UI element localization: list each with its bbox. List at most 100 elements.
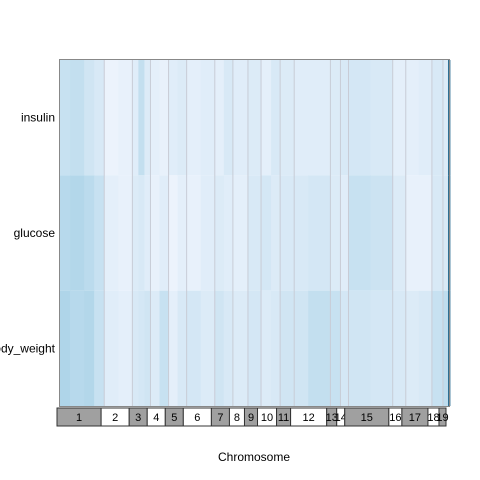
heatmap-cell-glucose-chr12 [294,175,309,291]
chromosome-label: 12 [303,412,315,424]
heatmap-cell-glucose-chr6 [200,175,216,291]
heatmap-cell-body_weight-chr4 [150,290,160,406]
heatmap-cell-insulin-chr17 [418,60,433,176]
heatmap-cell-body_weight-chr16 [392,290,407,406]
heatmap-cell-insulin-chr8 [232,60,249,176]
heatmap-cells [60,60,451,406]
heatmap-cell-insulin-chr10 [261,60,272,176]
heatmap-cell-body_weight-chr6 [186,290,202,406]
heatmap-cell-insulin-chr1 [70,60,85,176]
heatmap-cell-body_weight-chr15 [370,290,394,406]
heatmap-cell-insulin-chr13 [330,60,341,176]
heatmap-cell-body_weight-chr5 [177,290,188,406]
heatmap-cell-body_weight-chr17 [418,290,433,406]
heatmap-cell-insulin-chr14 [340,60,349,176]
chromosome-label: 4 [153,412,159,424]
heatmap-cell-glucose-chr2 [118,175,133,291]
heatmap-cell-body_weight-chr5 [168,290,179,406]
heatmap-cell-body_weight-chr12 [308,290,331,406]
heatmap-cell-insulin-chr19 [442,60,449,176]
chromosome-label: 3 [135,412,141,424]
heatmap-cell-body_weight-chr13 [330,290,341,406]
heatmap-cell-insulin-chr3 [138,60,145,176]
heatmap-cell-glucose-chr1 [84,175,95,291]
heatmap-cell-glucose-chr18 [431,175,444,291]
heatmap-cell-body_weight-chr9 [247,290,262,406]
heatmap-cell-insulin-chr4 [150,60,160,176]
heatmap-cell-body_weight-chr19 [442,290,449,406]
chromosome-label: 5 [171,412,177,424]
chromosome-label: 9 [248,412,254,424]
heatmap-cell-glucose-chr17 [405,175,420,291]
chromosome-label: 14 [335,412,347,424]
chromosome-label: 19 [436,412,448,424]
heatmap-cell-insulin-chr5 [168,60,179,176]
heatmap-cell-insulin-chr18 [431,60,444,176]
heatmap-cell-glucose-chr17 [418,175,433,291]
heatmap-cell-body_weight-chr7 [223,290,234,406]
heatmap-cell-glucose-chr1 [60,175,71,291]
heatmap-cell-body_weight-chr7 [214,290,225,406]
heatmap-cell-body_weight-chr2 [118,290,133,406]
heatmap-cell-insulin-chr7 [223,60,234,176]
heatmap-cell-glucose-chr1 [94,175,105,291]
heatmap-cell-body_weight-chr3 [132,290,139,406]
heatmap-cell-insulin-chr4 [159,60,169,176]
heatmap-cell-glucose-chr2 [104,175,119,291]
heatmap-cell-insulin-chr1 [60,60,71,176]
heatmap-cell-body_weight-chr1 [60,290,71,406]
chromosome-label: 15 [361,412,373,424]
heatmap-cell-body_weight-chr12 [294,290,309,406]
heatmap-cell-glucose-chr6 [186,175,202,291]
heatmap-cell-glucose-chr7 [214,175,225,291]
heatmap-cell-glucose-chr9 [247,175,262,291]
heatmap-cell-body_weight-chr10 [261,290,272,406]
row-label-glucose: glucose [14,226,56,240]
heatmap-cell-insulin-chr12 [294,60,309,176]
heatmap-cell-body_weight-chr1 [94,290,105,406]
heatmap-cell-body_weight-chr10 [271,290,281,406]
heatmap-cell-glucose-chr8 [232,175,249,291]
heatmap-cell-glucose-chr19 [442,175,449,291]
chromosome-label: 11 [278,412,289,424]
heatmap-cell-insulin-chr17 [405,60,420,176]
chromosome-label: 16 [389,412,401,424]
chromosome-label: 13 [326,412,338,424]
heatmap-cell-glucose-chr4 [150,175,160,291]
heatmap-cell-insulin-chr15 [348,60,371,176]
chromosome-label: 17 [409,412,421,424]
heatmap-cell-body_weight-chr1 [70,290,85,406]
heatmap-cell-insulin-chr7 [214,60,225,176]
chromosome-label: 10 [261,412,273,424]
heatmap-cell-glucose-chr10 [271,175,281,291]
heatmap-cell-body_weight-chr8 [232,290,249,406]
heatmap-cell-glucose-chr3 [144,175,151,291]
heatmap-cell-glucose-chr3 [132,175,139,291]
row-label-insulin: insulin [21,111,55,125]
heatmap-cell-insulin-chr3 [132,60,139,176]
heatmap-cell-glucose-chr4 [159,175,169,291]
heatmap-cell-glucose-chr13 [330,175,341,291]
heatmap-cell-glucose-chr15 [370,175,394,291]
heatmap-cell-insulin-chr9 [247,60,262,176]
heatmap-cell-glucose-chr5 [177,175,188,291]
heatmap-cell-insulin-chr3 [144,60,151,176]
chromosome-label: 6 [194,412,200,424]
heatmap-cell-insulin-chr11 [280,60,295,176]
plot-frame [59,59,450,407]
heatmap-cell-body_weight-chr6 [200,290,216,406]
heatmap-cell-insulin-chr12 [308,60,331,176]
heatmap-cell-insulin-chr6 [186,60,202,176]
chromosome-label: 7 [217,412,223,424]
row-labels: insulin glucose body_weight [0,111,56,356]
heatmap-cell-body_weight-chr3 [144,290,151,406]
chromosome-label: 8 [234,412,240,424]
heatmap-cell-glucose-chr10 [261,175,272,291]
row-label-body_weight: body_weight [0,341,56,355]
heatmap-cell-body_weight-chr14 [340,290,349,406]
heatmap-cell-insulin-chr2 [118,60,133,176]
heatmap-cell-insulin-chr15 [370,60,394,176]
heatmap-cell-insulin-chr2 [104,60,119,176]
